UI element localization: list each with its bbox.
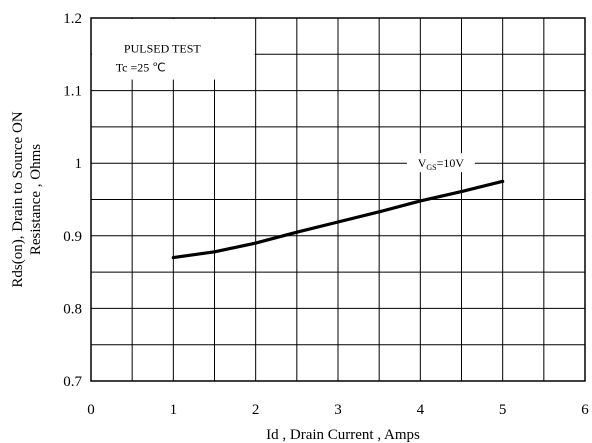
axis-tick-labels: 0 1 2 3 4 5 6 0.7 0.8 0.9 1 1.1 1.2 <box>63 11 589 418</box>
plot-frame <box>90 17 586 382</box>
x-axis-label: Id , Drain Current , Amps <box>266 427 420 443</box>
data-point <box>459 189 464 194</box>
y-tick-label: 1.2 <box>63 11 82 27</box>
x-tick-label: 1 <box>170 402 178 418</box>
x-tick-label: 4 <box>417 402 425 418</box>
data-point <box>254 241 258 245</box>
y-tick-label: 1 <box>75 156 83 172</box>
data-point <box>212 250 217 254</box>
annotation-background <box>92 19 255 80</box>
y-tick-label: 0.7 <box>63 374 82 390</box>
x-tick-label: 0 <box>87 402 95 418</box>
x-tick-label: 3 <box>334 402 342 418</box>
data-point <box>377 210 381 214</box>
series-group: VGS=10V <box>171 153 505 260</box>
x-tick-label: 5 <box>499 402 507 418</box>
series-label-background <box>406 153 475 173</box>
x-tick-label: 2 <box>252 402 260 418</box>
data-point <box>501 179 505 183</box>
annotation-temperature: Tc =25 ℃ <box>116 60 166 74</box>
y-axis-label-line1: Rds(on), Drain to Source ON <box>10 111 26 287</box>
annotation-box: PULSED TEST Tc =25 ℃ <box>92 19 255 80</box>
data-point <box>418 199 422 203</box>
y-tick-label: 0.8 <box>63 301 82 317</box>
data-point <box>171 255 175 260</box>
series-label: VGS=10V <box>418 156 465 172</box>
chart-grid <box>91 18 585 381</box>
y-tick-label: 1.1 <box>63 84 82 100</box>
data-point <box>295 230 299 234</box>
y-axis-label-line2: Resistance , Ohms <box>28 144 44 255</box>
y-tick-label: 0.9 <box>63 229 82 245</box>
data-point <box>336 220 340 224</box>
x-tick-label: 6 <box>581 402 589 418</box>
annotation-pulsed-test: PULSED TEST <box>124 41 201 55</box>
